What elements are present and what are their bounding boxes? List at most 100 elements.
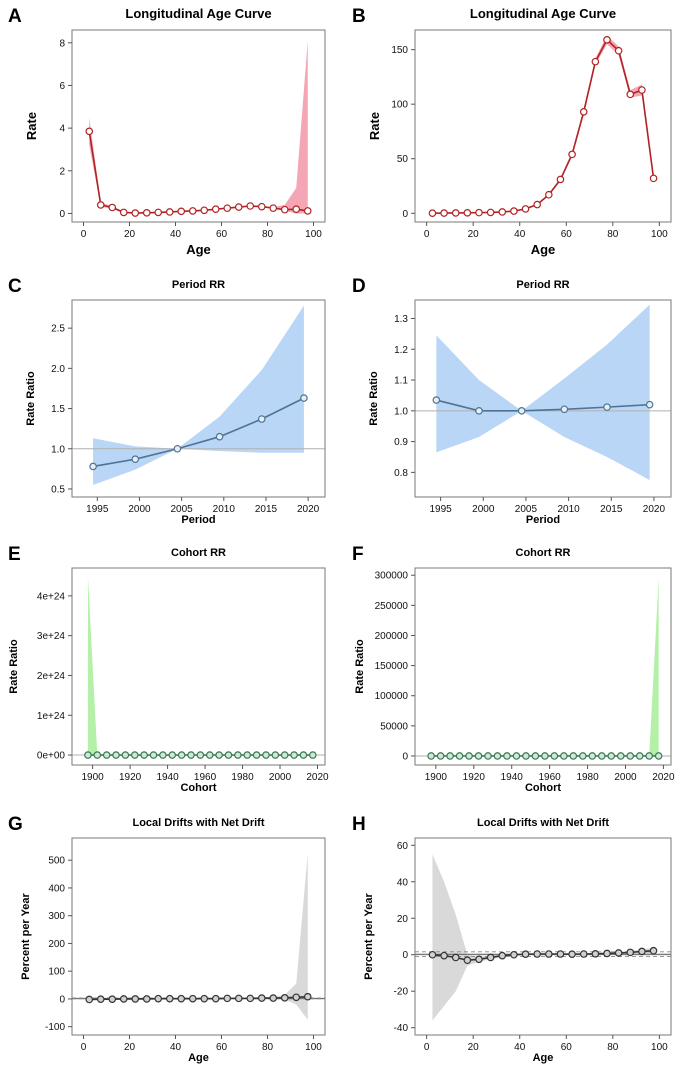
panel-letter-c: C [8,276,22,297]
data-point [131,455,140,464]
data-point [188,994,197,1003]
data-point [556,175,565,184]
y-tick-label: 150000 [375,661,409,672]
confidence-band [89,40,308,214]
data-point [234,751,242,759]
data-point [446,752,454,760]
y-tick-label: 50000 [380,721,408,732]
x-tick-label: 1960 [194,772,217,783]
data-point [626,948,635,957]
data-point [196,751,205,759]
x-tick-label: 2000 [614,772,637,783]
y-tick-label: 60 [397,841,409,852]
panel-letter-g: G [8,814,23,835]
data-point [168,751,177,759]
data-point [427,752,435,760]
data-point [440,209,448,217]
x-axis-label: Age [531,242,556,257]
y-axis-label: Percent per Year [20,892,32,979]
y-tick-label: 300000 [375,571,409,582]
y-tick-label: 150 [391,45,408,56]
y-tick-label: 400 [48,883,65,894]
data-point [428,950,437,959]
data-point [154,994,163,1003]
data-point [428,209,437,217]
confidence-band [436,304,650,481]
data-point [280,994,289,1002]
chart-title: Period RR [516,279,569,291]
data-point [108,995,117,1004]
x-tick-label: 80 [262,1042,274,1053]
y-tick-label: -40 [394,1023,409,1034]
y-axis-label: Rate Ratio [354,639,366,694]
data-point [654,752,663,760]
data-point [223,204,232,212]
data-point [119,995,128,1003]
data-point [290,751,298,759]
data-point [200,994,209,1003]
panel-letter-a: A [8,6,22,27]
chart-panel-h: Local Drifts with Net Drift 0 20 40 60 80 100 -… [363,817,672,1064]
data-point [545,190,553,199]
data-point [638,86,646,94]
data-point [131,995,140,1003]
y-tick-label: 1.3 [394,314,408,325]
data-point [533,950,541,958]
chart-title: Cohort RR [516,547,571,559]
series-line [432,38,655,214]
data-point [603,36,611,44]
x-tick-label: 40 [514,1042,526,1053]
y-tick-label: 1.0 [394,406,408,417]
y-tick-label: 3e+24 [37,631,66,642]
chart-title: Cohort RR [171,547,226,559]
data-point [626,90,635,99]
data-point [234,203,243,211]
data-point [257,415,266,423]
data-point [188,207,197,215]
y-axis-label: Rate Ratio [8,639,20,694]
data-point [96,995,105,1004]
y-tick-label: 300 [48,911,65,922]
y-tick-label: 500 [48,856,65,867]
data-point [503,752,511,760]
x-axis-label: Cohort [525,782,561,794]
data-point [211,205,220,214]
data-point [614,46,623,55]
data-point [568,950,576,958]
x-tick-label: 2010 [557,504,580,515]
data-point [436,752,445,760]
data-point [649,174,658,183]
data-point [475,208,483,217]
data-point [541,752,549,760]
y-tick-label: -100 [45,1022,65,1033]
data-point [140,751,148,759]
x-tick-label: 100 [305,229,322,240]
chart-title: Local Drifts with Net Drift [132,817,264,829]
x-tick-label: 100 [651,1042,668,1053]
data-point [614,949,623,957]
data-point [432,396,441,404]
data-point [465,752,473,760]
y-axis-label: Rate Ratio [368,371,380,426]
y-axis-label: Percent per Year [363,892,375,979]
x-tick-label: 80 [262,229,274,240]
data-point [165,208,174,216]
series-line [436,399,650,412]
x-tick-label: 2000 [128,504,151,515]
x-tick-label: 2020 [297,504,320,515]
data-point [154,208,163,217]
data-point [205,751,214,759]
data-point [616,752,625,760]
data-point [246,994,255,1003]
x-tick-label: 0 [424,229,430,240]
data-point [603,949,611,958]
data-point [463,209,472,217]
y-axis-label: Rate Ratio [25,371,37,426]
chart-panel-c: Period RR 1995 2000 2005 2010 2015 2020 0.5 1.0 1… [25,279,326,526]
data-point [486,953,495,962]
data-point [560,752,568,760]
data-point [579,108,588,116]
data-point [463,956,472,965]
data-point [119,208,128,217]
